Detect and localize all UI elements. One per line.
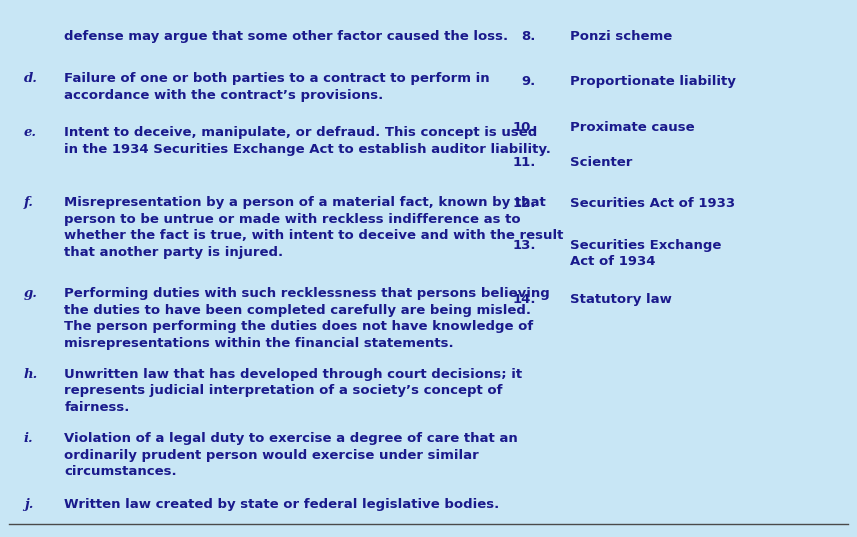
Text: f.: f. <box>24 196 34 209</box>
Text: 13.: 13. <box>512 239 536 252</box>
Text: defense may argue that some other factor caused the loss.: defense may argue that some other factor… <box>64 30 508 42</box>
Text: Failure of one or both parties to a contract to perform in
accordance with the c: Failure of one or both parties to a cont… <box>64 72 490 102</box>
Text: Written law created by state or federal legislative bodies.: Written law created by state or federal … <box>64 498 500 511</box>
Text: Intent to deceive, manipulate, or defraud. This concept is used
in the 1934 Secu: Intent to deceive, manipulate, or defrau… <box>64 126 551 156</box>
Text: Proximate cause: Proximate cause <box>570 121 694 134</box>
Text: e.: e. <box>24 126 37 139</box>
Text: Unwritten law that has developed through court decisions; it
represents judicial: Unwritten law that has developed through… <box>64 368 523 414</box>
Text: Securities Exchange
Act of 1934: Securities Exchange Act of 1934 <box>570 239 722 268</box>
Text: j.: j. <box>24 498 33 511</box>
Text: Misrepresentation by a person of a material fact, known by that
person to be unt: Misrepresentation by a person of a mater… <box>64 196 564 258</box>
Text: Proportionate liability: Proportionate liability <box>570 75 736 88</box>
Text: Performing duties with such recklessness that persons believing
the duties to ha: Performing duties with such recklessness… <box>64 287 550 350</box>
Text: Violation of a legal duty to exercise a degree of care that an
ordinarily pruden: Violation of a legal duty to exercise a … <box>64 432 518 478</box>
Text: 11.: 11. <box>512 156 536 169</box>
Text: Statutory law: Statutory law <box>570 293 672 306</box>
Text: h.: h. <box>24 368 39 381</box>
Text: g.: g. <box>24 287 38 300</box>
Text: 12.: 12. <box>512 197 536 210</box>
Text: i.: i. <box>24 432 33 445</box>
Text: Securities Act of 1933: Securities Act of 1933 <box>570 197 735 210</box>
Text: d.: d. <box>24 72 38 85</box>
Text: 9.: 9. <box>521 75 536 88</box>
Text: 14.: 14. <box>512 293 536 306</box>
Text: 8.: 8. <box>521 30 536 42</box>
Text: 10.: 10. <box>512 121 536 134</box>
Text: Ponzi scheme: Ponzi scheme <box>570 30 672 42</box>
Text: Scienter: Scienter <box>570 156 632 169</box>
